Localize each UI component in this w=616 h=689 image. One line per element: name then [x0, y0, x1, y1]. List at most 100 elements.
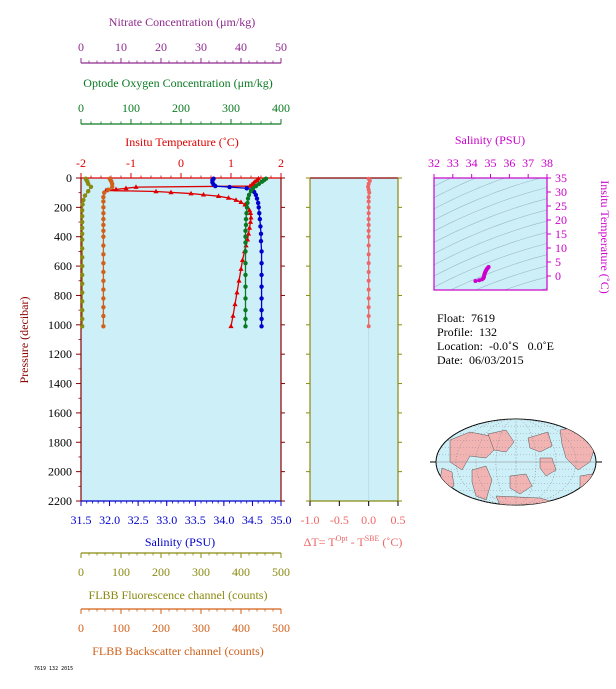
- temperature-point: [236, 277, 242, 283]
- ts-contour: [434, 87, 547, 131]
- salinity-point: [257, 211, 262, 216]
- temperature-point: [239, 257, 246, 263]
- temperature-point: [238, 199, 244, 205]
- salinity-point: [259, 307, 264, 313]
- salinity-point: [259, 316, 264, 322]
- salinity-tick-label: 34.0: [213, 513, 234, 527]
- temperature-point: [246, 225, 253, 230]
- fluorescence-point: [80, 299, 85, 304]
- backscatter-point: [101, 228, 106, 234]
- oxygen-point: [243, 216, 249, 222]
- fluorescence-tick-label: 200: [152, 565, 170, 579]
- ts-contour: [450, 254, 547, 290]
- pressure-tick-label: 400: [54, 230, 72, 244]
- nitrate-tick-label: 20: [155, 40, 167, 54]
- fluorescence-point: [82, 193, 88, 198]
- delta-t-point: [366, 234, 371, 239]
- ts-x-tick-label: 38: [541, 156, 553, 170]
- salinity-point: [259, 296, 264, 301]
- ts-contour: [434, 243, 547, 288]
- pressure-tick-label: 1600: [48, 406, 72, 420]
- salinity-point: [213, 183, 218, 189]
- oxygen-point: [243, 249, 248, 254]
- backscatter-point: [101, 313, 106, 319]
- salinity-point: [259, 272, 264, 278]
- fluorescence-point: [80, 208, 85, 213]
- backscatter-point: [101, 278, 106, 283]
- temperature-point: [123, 185, 129, 191]
- temperature-tick-label: 2: [278, 156, 284, 170]
- fluorescence-point: [80, 213, 85, 219]
- temperature-tick-label: -2: [76, 156, 86, 170]
- ts-y-tick-label: 35: [555, 171, 567, 185]
- ts-y-tick-label: 15: [555, 227, 567, 241]
- temperature-point: [238, 266, 244, 271]
- salinity-point: [259, 260, 264, 266]
- pressure-tick-label: 600: [54, 259, 72, 273]
- backscatter-tick-label: 500: [272, 621, 290, 635]
- temperature-point: [245, 230, 252, 236]
- ts-contour: [434, 198, 547, 243]
- ts-temperature-label: Insitu Temperature (˚C): [598, 180, 612, 294]
- ts-contour: [434, 178, 542, 221]
- fluorescence-point: [81, 197, 86, 203]
- salinity-tick-label: 32.0: [99, 513, 120, 527]
- temperature-point: [233, 197, 239, 202]
- delta-t-point: [366, 324, 371, 329]
- backscatter-point: [101, 205, 106, 210]
- nitrate-tick-label: 0: [78, 40, 84, 54]
- temperature-point: [247, 183, 253, 188]
- map-meridian: [495, 419, 537, 505]
- main-profile-panel: 0 10 20 30 40 500 100 200 300 400-2 -1 0 1 231.5 32.0 3…: [48, 40, 292, 635]
- temperature-point: [244, 236, 251, 242]
- fluorescence-point: [80, 281, 85, 286]
- backscatter-tick-label: 200: [152, 621, 170, 635]
- fluorescence-point: [80, 219, 85, 225]
- delta-t-point: [366, 205, 371, 210]
- delta-t-point: [366, 287, 371, 292]
- profile-number: Profile: 132: [437, 325, 497, 339]
- oxygen-axis-label: Optode Oxygen Concentration (μm/kg): [83, 76, 272, 90]
- salinity-point: [227, 184, 232, 190]
- ts-x-tick-label: 34: [466, 156, 478, 170]
- backscatter-point: [110, 184, 115, 190]
- delta-t-point: [367, 190, 372, 195]
- ts-contour: [434, 178, 506, 210]
- temperature-point: [133, 184, 139, 189]
- delta-t-point: [366, 199, 371, 204]
- backscatter-point: [101, 222, 106, 228]
- oxygen-point: [243, 272, 248, 278]
- oxygen-point: [243, 234, 248, 239]
- map-meridian: [475, 419, 557, 505]
- nitrate-tick-label: 40: [235, 40, 247, 54]
- temperature-tick-label: 0: [178, 156, 184, 170]
- ts-contour: [503, 276, 547, 290]
- map-landmass: [527, 431, 553, 453]
- ts-x-tick-label: 37: [522, 156, 534, 170]
- temperature-point: [215, 193, 222, 199]
- date: Date: 06/03/2015: [437, 353, 524, 367]
- ts-contour: [434, 220, 547, 266]
- backscatter-tick-label: 400: [232, 621, 250, 635]
- delta-t-label-sup2: SBE: [365, 534, 380, 543]
- salinity-point: [259, 249, 264, 254]
- ts-x-tick-label: 32: [428, 156, 440, 170]
- oxygen-point: [245, 196, 251, 201]
- temperature-axis-label: Insitu Temperature (˚C): [125, 135, 239, 149]
- ts-point: [473, 279, 478, 284]
- nitrate-tick-label: 50: [275, 40, 287, 54]
- temperature-point: [168, 189, 174, 195]
- salinity-point: [258, 224, 263, 229]
- temperature-point: [247, 210, 254, 216]
- ts-contour: [434, 178, 477, 198]
- fluorescence-point: [80, 316, 85, 322]
- nitrate-axis-label: Nitrate Concentration (μm/kg): [109, 15, 255, 29]
- ts-y-tick-label: 20: [555, 213, 567, 227]
- salinity-point: [244, 186, 249, 191]
- ts-y-tick-label: 0: [555, 269, 561, 283]
- delta-t-point: [366, 314, 371, 319]
- pressure-tick-label: 0: [66, 171, 72, 185]
- oxygen-tick-label: 400: [272, 101, 290, 115]
